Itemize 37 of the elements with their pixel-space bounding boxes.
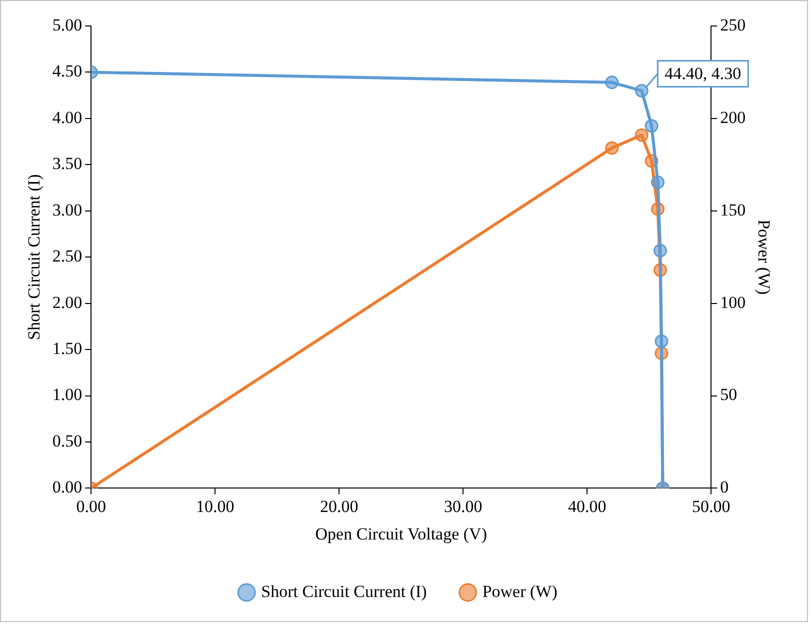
y-tick-label: 3.00 [52, 200, 82, 220]
y-tick-label: 4.50 [52, 62, 82, 81]
point [634, 84, 648, 98]
y-tick-label: 0.50 [52, 431, 82, 450]
legend-label: Short Circuit Current (I) [261, 582, 427, 601]
x-tick-label: 0.00 [76, 496, 106, 516]
y2-axis-title: Power (W) [754, 220, 774, 295]
annotation: 44.40, 4.30 [664, 64, 742, 84]
y-tick-label: 4.00 [52, 108, 82, 127]
y2-tick-label: 250 [720, 15, 746, 34]
point [605, 76, 619, 90]
y-tick-label: 1.00 [52, 385, 82, 404]
x-tick-label: 30.00 [444, 496, 482, 516]
y-tick-label: 3.50 [52, 154, 82, 174]
point [654, 334, 668, 348]
y2-tick-label: 200 [720, 108, 746, 127]
x-axis-title: Open Circuit Voltage (V) [315, 524, 487, 544]
x-tick-label: 10.00 [196, 496, 234, 516]
legend-label: Power (W) [482, 582, 558, 601]
y-axis-title: Short Circuit Current (I) [24, 174, 44, 340]
point [651, 175, 665, 189]
x-tick-label: 40.00 [568, 496, 606, 516]
y2-tick-label: 150 [720, 200, 746, 220]
y2-tick-label: 100 [720, 292, 746, 312]
point [654, 244, 668, 258]
point [605, 141, 619, 155]
y-tick-label: 1.50 [52, 339, 82, 358]
y-tick-label: 2.00 [52, 292, 82, 312]
x-tick-label: 20.00 [320, 496, 358, 516]
point [634, 128, 648, 142]
y-tick-label: 5.00 [52, 15, 82, 34]
x-tick-label: 50.00 [692, 496, 730, 516]
y-tick-label: 0.00 [52, 478, 82, 497]
y-tick-label: 2.50 [52, 246, 82, 266]
y2-tick-label: 0 [720, 478, 729, 497]
y2-tick-label: 50 [720, 385, 738, 404]
point [644, 119, 658, 133]
